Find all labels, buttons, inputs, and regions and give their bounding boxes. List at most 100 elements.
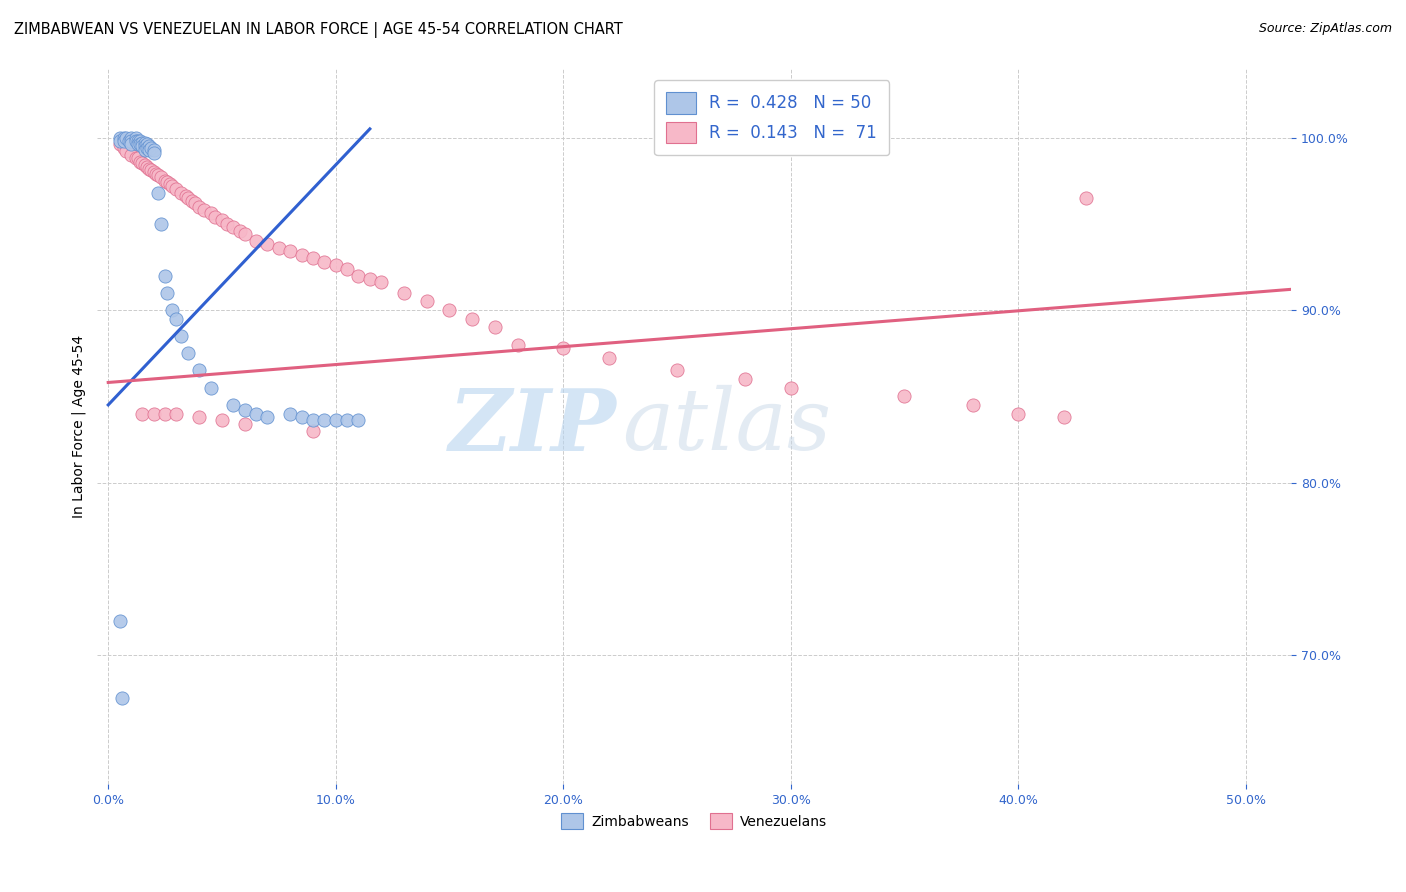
Point (166, 182, 188, 196)
Point (120, 134, 142, 148)
Point (134, 139, 156, 153)
Point (325, 258, 347, 272)
Point (149, 217, 172, 231)
Point (120, 130, 142, 145)
Point (134, 136, 156, 150)
Text: Source: ZipAtlas.com: Source: ZipAtlas.com (1258, 22, 1392, 36)
Point (177, 191, 200, 205)
Point (359, 272, 381, 286)
Point (153, 268, 176, 283)
Point (135, 137, 157, 152)
Point (112, 130, 135, 145)
Point (193, 202, 215, 217)
Point (160, 303, 183, 318)
Point (115, 130, 138, 145)
Point (135, 160, 157, 174)
Point (962, 398, 984, 412)
Point (278, 407, 301, 421)
Point (439, 303, 461, 318)
Point (665, 363, 688, 377)
Point (222, 220, 245, 235)
Point (553, 341, 575, 355)
Point (336, 413, 359, 427)
Point (127, 137, 149, 152)
Point (142, 143, 165, 157)
Point (142, 407, 165, 421)
Legend: Zimbabweans, Venezuelans: Zimbabweans, Venezuelans (555, 807, 832, 835)
Point (135, 141, 157, 155)
Point (166, 407, 188, 421)
Point (200, 206, 222, 220)
Point (142, 146, 165, 161)
Point (134, 143, 156, 157)
Point (111, 691, 134, 706)
Point (112, 141, 135, 155)
Point (108, 614, 131, 628)
Point (204, 210, 226, 224)
Point (347, 268, 370, 283)
Point (302, 413, 325, 427)
Point (170, 186, 193, 200)
Point (108, 134, 131, 148)
Point (112, 134, 135, 148)
Point (347, 413, 370, 427)
Point (233, 417, 256, 431)
Point (153, 407, 176, 421)
Point (134, 158, 156, 172)
Point (108, 137, 131, 152)
Point (188, 363, 211, 377)
Text: ZIP: ZIP (449, 384, 616, 468)
Point (302, 424, 325, 438)
Point (188, 409, 211, 424)
Point (506, 337, 529, 351)
Point (129, 137, 152, 152)
Point (302, 252, 325, 266)
Point (108, 130, 131, 145)
Point (291, 248, 314, 262)
Point (120, 137, 142, 152)
Point (153, 174, 176, 188)
Point (211, 213, 233, 227)
Point (245, 234, 267, 248)
Point (336, 261, 359, 276)
Point (118, 134, 141, 148)
Point (127, 134, 149, 148)
Point (124, 130, 146, 145)
Point (129, 154, 152, 169)
Text: atlas: atlas (623, 385, 831, 467)
Point (170, 329, 193, 343)
Point (256, 237, 278, 252)
Point (188, 200, 211, 214)
Point (159, 177, 181, 191)
Point (115, 145, 138, 159)
Point (138, 143, 160, 157)
Point (314, 254, 336, 268)
Point (734, 372, 756, 386)
Point (893, 389, 915, 403)
Point (392, 285, 415, 300)
Point (142, 165, 165, 179)
Point (145, 167, 167, 181)
Point (245, 407, 267, 421)
Point (370, 276, 392, 290)
Point (148, 169, 170, 183)
Point (138, 161, 160, 176)
Text: ZIMBABWEAN VS VENEZUELAN IN LABOR FORCE | AGE 45-54 CORRELATION CHART: ZIMBABWEAN VS VENEZUELAN IN LABOR FORCE … (14, 22, 623, 38)
Point (211, 413, 233, 427)
Point (124, 151, 146, 165)
Point (129, 134, 152, 148)
Point (141, 163, 163, 178)
Point (416, 294, 439, 309)
Point (156, 285, 179, 300)
Point (779, 381, 801, 395)
Point (233, 403, 256, 417)
Point (484, 320, 506, 334)
Point (229, 224, 252, 238)
Point (1007, 407, 1029, 421)
Point (149, 170, 172, 185)
Point (183, 196, 205, 211)
Point (598, 351, 620, 366)
Point (1053, 409, 1076, 424)
Point (181, 194, 204, 209)
Point (314, 413, 336, 427)
